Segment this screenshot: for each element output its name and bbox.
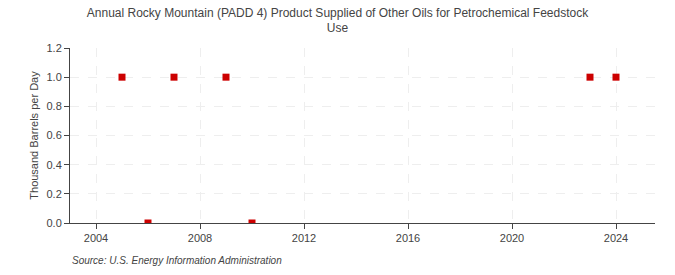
- svg-text:1.0: 1.0: [47, 71, 62, 83]
- svg-text:2012: 2012: [292, 232, 316, 244]
- svg-text:0.6: 0.6: [47, 129, 62, 141]
- svg-text:Annual Rocky Mountain (PADD 4): Annual Rocky Mountain (PADD 4) Product S…: [87, 6, 589, 36]
- svg-text:0.0: 0.0: [47, 217, 62, 229]
- svg-text:2016: 2016: [396, 232, 420, 244]
- svg-text:2024: 2024: [604, 232, 628, 244]
- svg-text:2008: 2008: [188, 232, 212, 244]
- svg-text:2020: 2020: [500, 232, 524, 244]
- svg-text:2004: 2004: [84, 232, 108, 244]
- svg-text:1.2: 1.2: [47, 42, 62, 54]
- svg-text:0.2: 0.2: [47, 188, 62, 200]
- svg-text:Thousand Barrels per Day: Thousand Barrels per Day: [28, 71, 40, 200]
- svg-text:0.4: 0.4: [47, 159, 62, 171]
- svg-text:0.8: 0.8: [47, 100, 62, 112]
- svg-text:Source: U.S. Energy Informatio: Source: U.S. Energy Information Administ…: [72, 255, 282, 266]
